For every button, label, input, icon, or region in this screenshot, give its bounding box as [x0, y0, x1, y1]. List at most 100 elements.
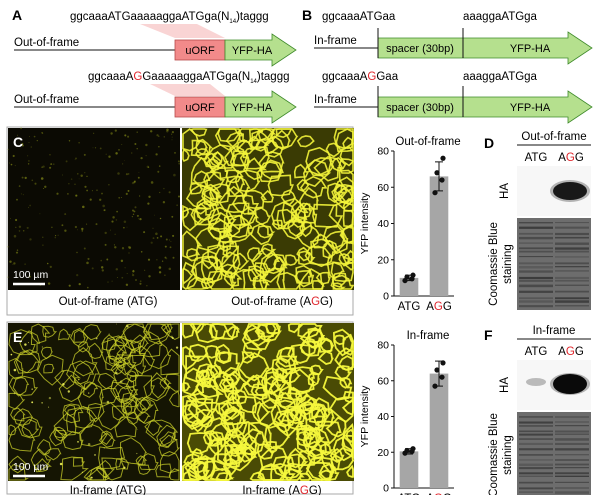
cell-outline [224, 443, 245, 466]
texture-dot [9, 260, 12, 263]
texture-dot [68, 183, 70, 185]
cell-outline [163, 373, 180, 392]
row-label: In-frame [314, 35, 357, 47]
texture-dot [47, 282, 51, 285]
panel-letter: E [13, 329, 22, 345]
texture-dot [43, 187, 45, 190]
texture-dot [107, 281, 109, 283]
texture-dot [102, 204, 105, 208]
cell-outline [217, 128, 241, 143]
texture-dot [168, 239, 170, 241]
zoom-wedge [140, 24, 225, 38]
texture-dot [68, 140, 71, 142]
texture-dot [104, 231, 107, 235]
texture-dot [86, 175, 88, 178]
texture-dot [174, 152, 176, 154]
texture-dot [118, 196, 121, 199]
cell-outline [63, 404, 77, 417]
sequence-right: aaaggaATGga [463, 11, 538, 23]
cell-outline [281, 368, 301, 384]
cell-outline [241, 351, 256, 364]
texture-dot [103, 447, 106, 449]
cell-outline [147, 323, 171, 341]
texture-dot [46, 262, 49, 265]
stain-band [555, 236, 589, 239]
texture-dot [133, 180, 136, 183]
texture-dot [173, 173, 176, 177]
texture-dot [83, 247, 86, 250]
texture-dot [20, 127, 23, 130]
cell-outline [333, 128, 354, 150]
cell-outline [258, 150, 285, 174]
texture-dot [42, 244, 44, 246]
cell-outline [288, 368, 317, 396]
texture-dot [110, 132, 113, 135]
cell-outline [139, 399, 154, 411]
cell-outline [284, 468, 305, 481]
texture-dot [49, 154, 51, 156]
x-tick-label: AGG [426, 301, 452, 313]
lane-label-agg: AGG [558, 346, 584, 358]
cell-outline [274, 392, 298, 409]
coomassie-bands [519, 416, 589, 494]
texture-dot [31, 179, 34, 182]
cell-outline [333, 334, 347, 346]
texture-dot [131, 273, 135, 277]
cell-outline [40, 346, 53, 360]
cell-outline [342, 209, 354, 228]
x-tick-label: ATG [398, 493, 421, 495]
cell-outline [97, 372, 118, 390]
cell-outline [287, 447, 308, 469]
gene-label: YFP-HA [232, 45, 273, 57]
texture-dot [127, 173, 130, 175]
panel-letter: C [13, 134, 23, 150]
texture-dot [51, 226, 53, 229]
texture-dot [29, 136, 30, 137]
cell-outline [256, 323, 278, 338]
texture-dot [136, 214, 139, 217]
cell-outline [263, 135, 285, 158]
band-label: HA [499, 377, 511, 393]
cell-outline [8, 358, 24, 380]
cell-outline [198, 369, 211, 382]
cell-outline [54, 369, 81, 390]
texture-dot [103, 209, 106, 212]
stain-band [555, 472, 589, 475]
texture-dot [84, 185, 87, 188]
micrograph-dark-texture [7, 127, 181, 289]
texture-dot [81, 230, 84, 232]
texture-dot [165, 238, 168, 241]
texture-dot [49, 166, 52, 169]
cell-outline [101, 457, 126, 481]
texture-dot [99, 147, 102, 150]
texture-dot [118, 149, 120, 151]
stain-band [519, 481, 553, 484]
texture-dot [151, 181, 153, 183]
texture-dot [166, 130, 169, 133]
cell-outline [190, 419, 205, 433]
texture-dot [86, 189, 88, 192]
stain-band [555, 448, 589, 451]
cell-outline [297, 202, 318, 224]
texture-dot [21, 176, 24, 179]
texture-dot [117, 276, 119, 278]
cell-outline [249, 471, 266, 481]
texture-dot [49, 265, 52, 269]
cell-outline [250, 383, 269, 401]
texture-dot [158, 146, 160, 148]
texture-dot [126, 226, 128, 228]
cell-outline [12, 375, 39, 396]
texture-dot [12, 154, 15, 158]
stain-band [519, 297, 553, 300]
cell-outline [299, 186, 319, 210]
cell-outline [295, 264, 315, 288]
texture-dot [62, 174, 64, 176]
cell-outline [307, 447, 325, 465]
cell-outline [195, 148, 210, 160]
gene-label: YFP-HA [510, 43, 551, 55]
cell-outline [296, 135, 315, 148]
texture-dot [143, 231, 146, 234]
panel-d: D Out-of-frame ATG AGG HA Coomassie Blue… [484, 131, 591, 310]
bar [399, 451, 419, 488]
texture-dot [106, 258, 109, 261]
